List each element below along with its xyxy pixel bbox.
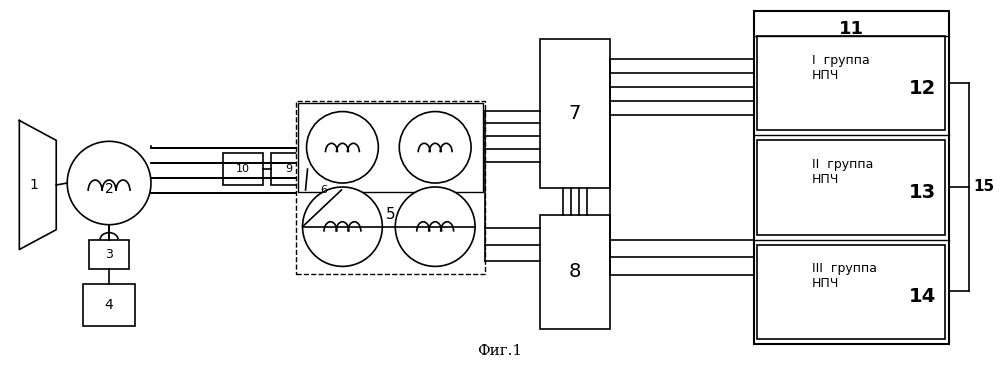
Text: Фиг.1: Фиг.1: [477, 344, 523, 358]
Circle shape: [67, 141, 151, 225]
Bar: [89, 240, 129, 269]
Bar: [296, 101, 485, 274]
Text: 15: 15: [973, 180, 994, 194]
Text: 8: 8: [569, 262, 581, 281]
Bar: [271, 153, 308, 185]
Bar: [757, 36, 945, 131]
Text: 7: 7: [569, 104, 581, 123]
Ellipse shape: [306, 160, 341, 220]
Text: 4: 4: [105, 298, 113, 312]
Text: 9: 9: [286, 164, 293, 174]
Circle shape: [307, 112, 378, 183]
Circle shape: [399, 112, 471, 183]
Text: 12: 12: [909, 79, 936, 98]
Bar: [223, 153, 263, 185]
Text: 13: 13: [909, 183, 936, 202]
Bar: [540, 215, 610, 329]
Text: 14: 14: [909, 287, 936, 306]
Text: III  группа
НПЧ: III группа НПЧ: [812, 262, 877, 290]
Bar: [754, 11, 949, 344]
Bar: [83, 284, 135, 326]
Text: 10: 10: [236, 164, 250, 174]
Text: 2: 2: [105, 182, 113, 196]
Text: 3: 3: [105, 248, 113, 261]
Text: 5: 5: [385, 207, 395, 222]
Circle shape: [303, 187, 382, 266]
Text: 11: 11: [839, 20, 864, 38]
Polygon shape: [19, 121, 56, 250]
Circle shape: [395, 187, 475, 266]
Text: I  группа
НПЧ: I группа НПЧ: [812, 54, 870, 82]
Bar: [540, 39, 610, 188]
Text: 1: 1: [30, 178, 39, 192]
Text: II  группа
НПЧ: II группа НПЧ: [812, 158, 874, 186]
Bar: [757, 244, 945, 339]
Text: 6: 6: [320, 185, 327, 195]
Bar: [298, 103, 483, 192]
Bar: [757, 140, 945, 234]
